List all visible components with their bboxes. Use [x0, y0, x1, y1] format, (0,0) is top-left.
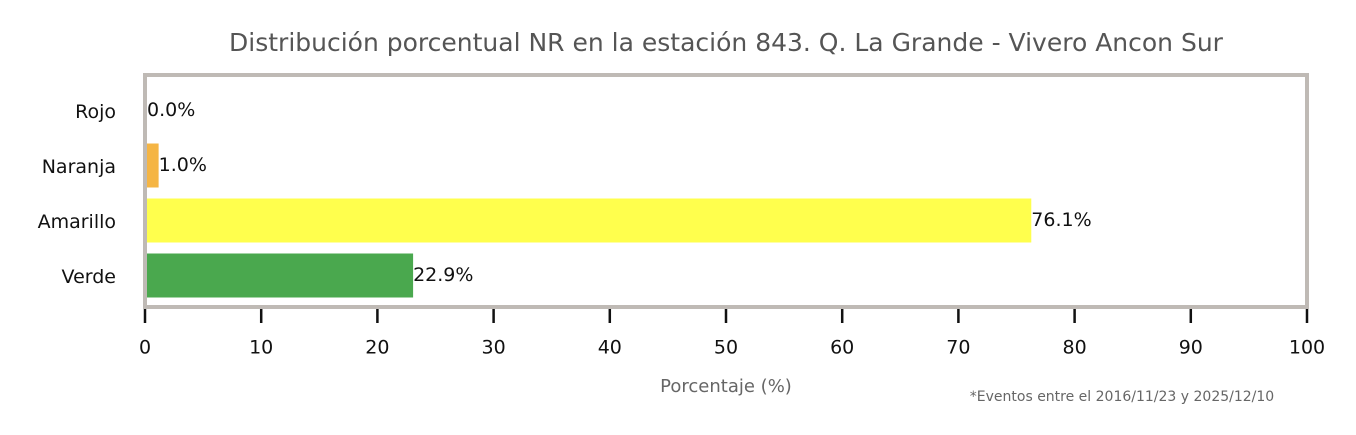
x-axis-label: Porcentaje (%) [660, 376, 792, 397]
x-tick-label: 100 [1289, 337, 1325, 359]
x-tick-label: 30 [482, 337, 506, 359]
value-label: 22.9% [413, 264, 473, 286]
value-label: 1.0% [159, 154, 207, 176]
x-tick-label: 60 [830, 337, 854, 359]
y-tick-label: Rojo [75, 101, 116, 123]
x-tick-label: 70 [946, 337, 970, 359]
value-label: 76.1% [1031, 209, 1091, 231]
x-tick-label: 50 [714, 337, 738, 359]
x-tick-label: 80 [1063, 337, 1087, 359]
bar [147, 143, 159, 188]
annotation: *Eventos entre el 2016/11/23 y 2025/12/1… [970, 389, 1274, 405]
bar [147, 253, 414, 298]
x-tick-label: 10 [249, 337, 273, 359]
bar [147, 198, 1032, 243]
y-tick-label: Verde [62, 266, 116, 288]
value-label: 0.0% [147, 99, 195, 121]
x-tick-label: 40 [598, 337, 622, 359]
x-tick-label: 0 [139, 337, 151, 359]
chart-title: Distribución porcentual NR en la estació… [229, 28, 1224, 57]
x-tick-label: 90 [1179, 337, 1203, 359]
plot-frame [143, 73, 1309, 309]
x-tick-label: 20 [365, 337, 389, 359]
y-tick-label: Amarillo [38, 211, 116, 233]
y-tick-label: Naranja [42, 156, 116, 178]
